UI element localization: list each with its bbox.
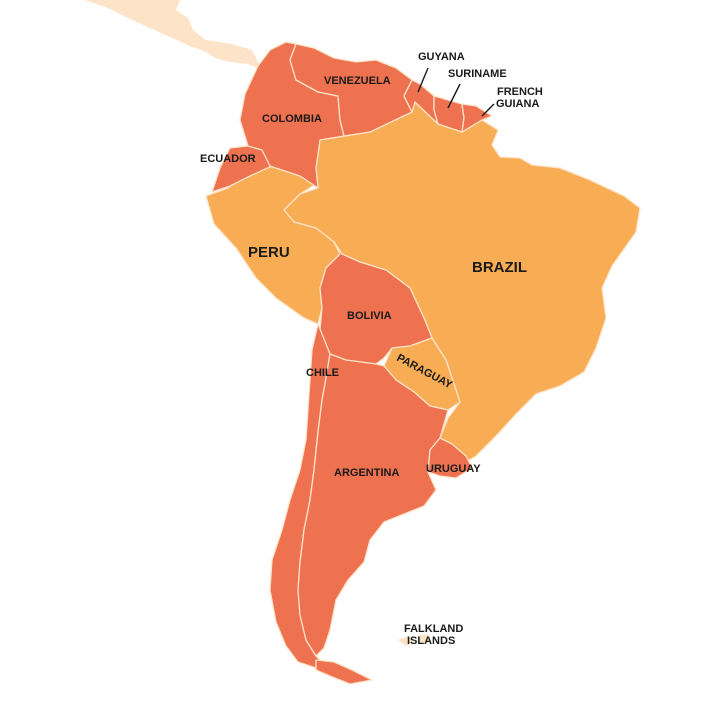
country-argentina[interactable] [297,353,449,657]
label-colombia: COLOMBIA [262,113,322,125]
leader-guyana [417,67,429,93]
country-bolivia[interactable] [319,241,433,365]
label-falkland-line2: ISLANDS [407,635,455,647]
label-brazil: BRAZIL [472,259,527,276]
label-chile: CHILE [306,367,339,379]
label-french-guiana-line1: FRENCH [497,86,543,98]
tierra-del-fuego [315,659,373,685]
label-argentina: ARGENTINA [334,467,399,479]
falkland-islands-shape[interactable] [398,634,430,646]
label-falkland-islands: FALKLAND ISLANDS [404,623,466,647]
label-french-guiana: FRENCH GUIANA [496,86,546,110]
label-bolivia: BOLIVIA [347,310,392,322]
label-guyana: GUYANA [418,51,465,63]
central-america-landmass [85,0,262,70]
leader-french-guiana [481,103,495,117]
label-falkland-line1: FALKLAND [404,623,463,635]
label-ecuador: ECUADOR [200,153,256,165]
label-peru: PERU [248,244,290,261]
leader-suriname [447,83,461,109]
label-uruguay: URUGUAY [426,463,481,475]
label-french-guiana-line2: GUIANA [496,98,539,110]
label-venezuela: VENEZUELA [324,75,391,87]
country-uruguay[interactable] [427,437,473,479]
label-suriname: SURINAME [448,68,507,80]
country-french-guiana[interactable] [461,103,493,133]
